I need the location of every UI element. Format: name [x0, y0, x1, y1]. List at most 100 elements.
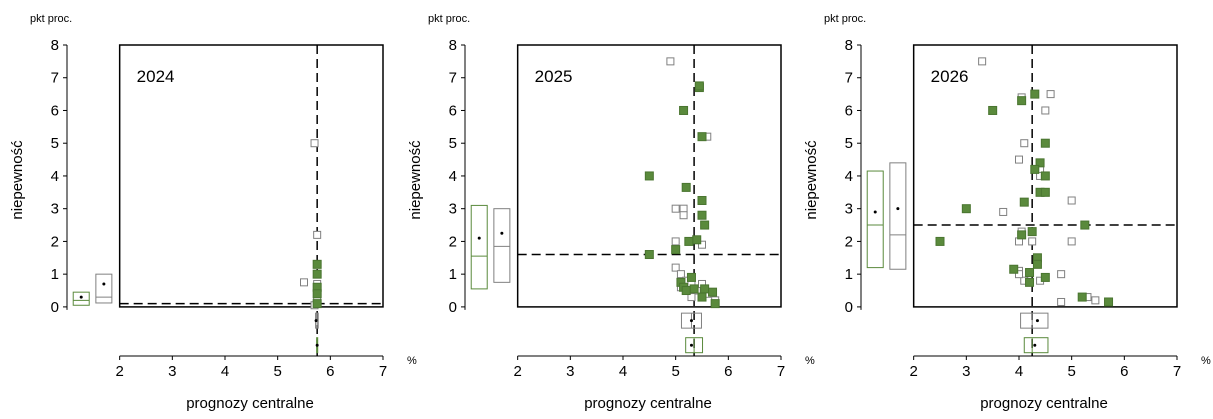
y-tick-label: 5	[845, 135, 853, 152]
data-point	[644, 171, 654, 181]
x-box-mean	[315, 343, 319, 347]
data-point	[700, 284, 710, 294]
data-point	[1030, 89, 1040, 99]
data-point	[710, 299, 720, 309]
data-point	[999, 207, 1008, 216]
data-point	[671, 263, 680, 272]
data-point	[1025, 277, 1035, 287]
data-point	[697, 132, 707, 142]
x-box-mean	[689, 319, 693, 323]
data-point	[312, 269, 322, 279]
y-tick-label: 6	[845, 102, 853, 119]
x-tick-label: 6	[326, 363, 334, 380]
y-box	[72, 291, 90, 306]
data-point	[671, 245, 681, 255]
x-tick-label: 2	[115, 363, 123, 380]
y-box	[493, 208, 511, 283]
x-axis-label: prognozy centralne	[980, 395, 1108, 412]
y-box-mean	[896, 207, 900, 211]
data-point	[671, 237, 680, 246]
y-tick-label: 0	[845, 299, 853, 316]
data-point	[1040, 187, 1050, 197]
data-point	[988, 105, 998, 115]
panel: 0 1 2 3 4 5 6 7 8 2 3 4 5 6 7 2024 pkt proc.% niepewność p…	[9, 13, 417, 412]
data-point	[1019, 197, 1029, 207]
data-point	[961, 204, 971, 214]
data-point	[1032, 259, 1042, 269]
data-point	[1035, 158, 1045, 168]
y-tick-label: 3	[845, 201, 853, 218]
data-point	[1025, 268, 1035, 278]
data-point	[1017, 230, 1027, 240]
y-box	[866, 170, 884, 269]
data-point	[1020, 139, 1029, 148]
panel: 0 1 2 3 4 5 6 7 8 2 3 4 5 6 7 2026 pkt proc.% niepewność p…	[803, 13, 1211, 412]
data-point	[700, 220, 710, 230]
x-tick-label: 2	[513, 363, 521, 380]
y-tick-label: 6	[449, 102, 457, 119]
data-point	[684, 236, 694, 246]
panel-title: 2025	[535, 67, 573, 86]
data-point	[1009, 264, 1019, 274]
data-point	[644, 250, 654, 260]
data-point	[1028, 237, 1037, 246]
y-tick-label: 1	[449, 266, 457, 283]
y-unit: pkt proc.	[824, 13, 866, 25]
y-tick-label: 0	[449, 299, 457, 316]
y-tick-label: 4	[845, 168, 853, 185]
data-point	[666, 57, 675, 66]
y-tick-label: 8	[51, 37, 59, 54]
plot-frame	[912, 44, 1178, 308]
x-tick-label: 5	[1067, 363, 1075, 380]
y-tick-label: 4	[51, 168, 59, 185]
data-point	[1080, 220, 1090, 230]
data-point	[1030, 164, 1040, 174]
y-tick-label: 7	[51, 70, 59, 87]
plot-frame	[118, 44, 384, 308]
y-box-mean	[873, 210, 877, 214]
y-tick-label: 7	[845, 70, 853, 87]
data-point	[671, 204, 680, 213]
data-point	[681, 286, 691, 296]
y-axis-label: niepewność	[803, 140, 820, 220]
y-tick-label: 5	[51, 135, 59, 152]
data-point	[697, 292, 707, 302]
y-tick-label: 1	[51, 266, 59, 283]
y-tick-label: 2	[845, 233, 853, 250]
data-point	[1017, 96, 1027, 106]
y-tick-label: 6	[51, 102, 59, 119]
x-tick-label: 7	[777, 363, 785, 380]
y-tick-label: 4	[449, 168, 457, 185]
x-box-mean	[1035, 319, 1039, 323]
x-tick-label: 5	[273, 363, 281, 380]
data-point	[689, 284, 699, 294]
data-point	[708, 287, 718, 297]
data-point	[697, 196, 707, 205]
y-box	[889, 162, 907, 270]
x-tick-label: 3	[566, 363, 574, 380]
data-point	[676, 270, 685, 279]
data-point	[1041, 106, 1050, 115]
y-box-mean	[500, 231, 504, 235]
y-tick-label: 7	[449, 70, 457, 87]
data-point	[1040, 138, 1050, 148]
data-point	[692, 235, 702, 245]
data-point	[1067, 237, 1076, 246]
x-tick-label: 7	[379, 363, 387, 380]
data-point	[1015, 270, 1023, 279]
y-tick-label: 1	[845, 266, 853, 283]
data-point	[697, 210, 707, 220]
plot-frame	[516, 44, 782, 308]
y-tick-label: 2	[51, 233, 59, 250]
y-tick-label: 3	[51, 201, 59, 218]
x-unit: %	[407, 355, 417, 367]
x-axis-label: prognozy centralne	[584, 395, 712, 412]
x-box	[1023, 337, 1049, 354]
data-point	[686, 272, 696, 282]
data-point	[300, 278, 308, 287]
x-box-mean	[1033, 343, 1037, 347]
x-axis-label: prognozy centralne	[186, 395, 314, 412]
y-box-mean	[79, 295, 83, 299]
x-tick-label: 7	[1173, 363, 1181, 380]
data-point	[1040, 272, 1050, 282]
